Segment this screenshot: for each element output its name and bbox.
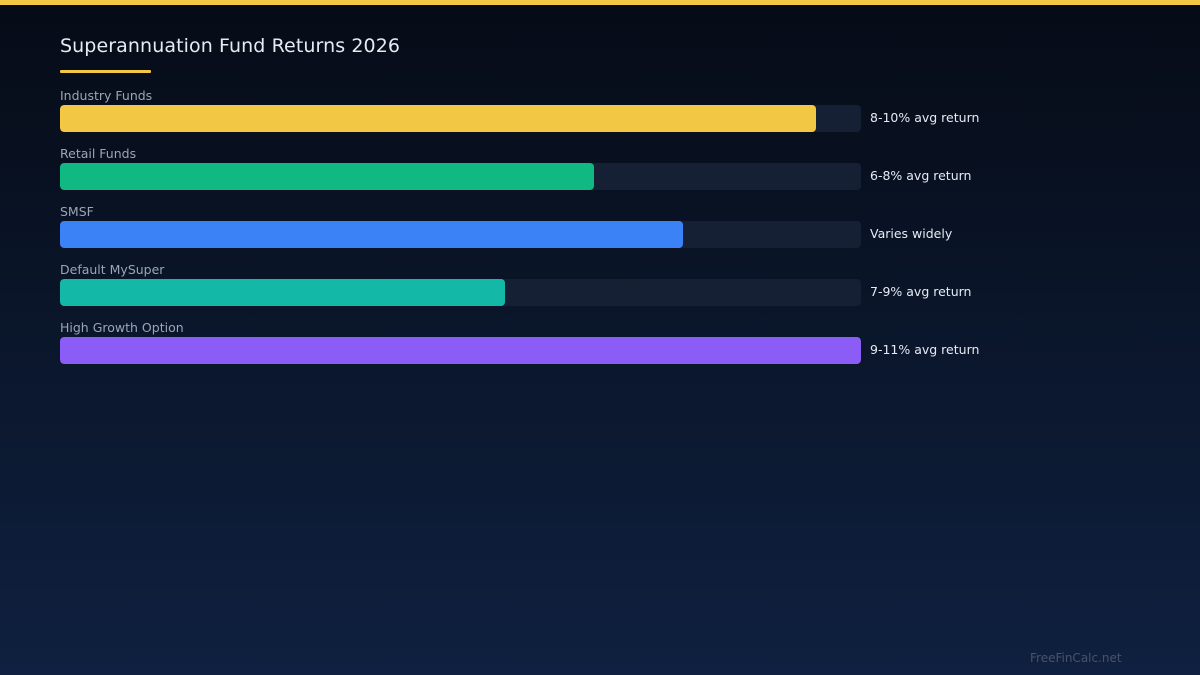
value-label: 9-11% avg return [870, 342, 980, 357]
value-label: 6-8% avg return [870, 168, 972, 183]
value-label: 7-9% avg return [870, 284, 972, 299]
bar-fill [60, 163, 595, 190]
bar-fill [60, 221, 684, 248]
footer-credit: FreeFinCalc.net [1030, 651, 1122, 665]
top-accent-bar [0, 0, 1200, 5]
category-label: SMSF [60, 204, 94, 219]
category-label: Default MySuper [60, 262, 165, 277]
chart-title: Superannuation Fund Returns 2026 [60, 35, 401, 57]
category-label: Industry Funds [60, 88, 153, 103]
bar-row: SMSF Varies widely [60, 204, 1020, 264]
value-label: 8-10% avg return [870, 110, 980, 125]
category-label: Retail Funds [60, 146, 137, 161]
bar-track [60, 221, 861, 248]
bar-track [60, 163, 861, 190]
bar-track [60, 337, 861, 364]
bar-fill [60, 337, 861, 364]
title-underline [60, 70, 151, 73]
bar-track [60, 279, 861, 306]
bar-track [60, 105, 861, 132]
bar-fill [60, 105, 817, 132]
category-label: High Growth Option [60, 320, 184, 335]
bar-row: Industry Funds 8-10% avg return [60, 88, 1020, 148]
bar-row: High Growth Option 9-11% avg return [60, 320, 1020, 380]
bar-row: Default MySuper 7-9% avg return [60, 262, 1020, 322]
bar-row: Retail Funds 6-8% avg return [60, 146, 1020, 206]
bar-fill [60, 279, 506, 306]
value-label: Varies widely [870, 226, 953, 241]
